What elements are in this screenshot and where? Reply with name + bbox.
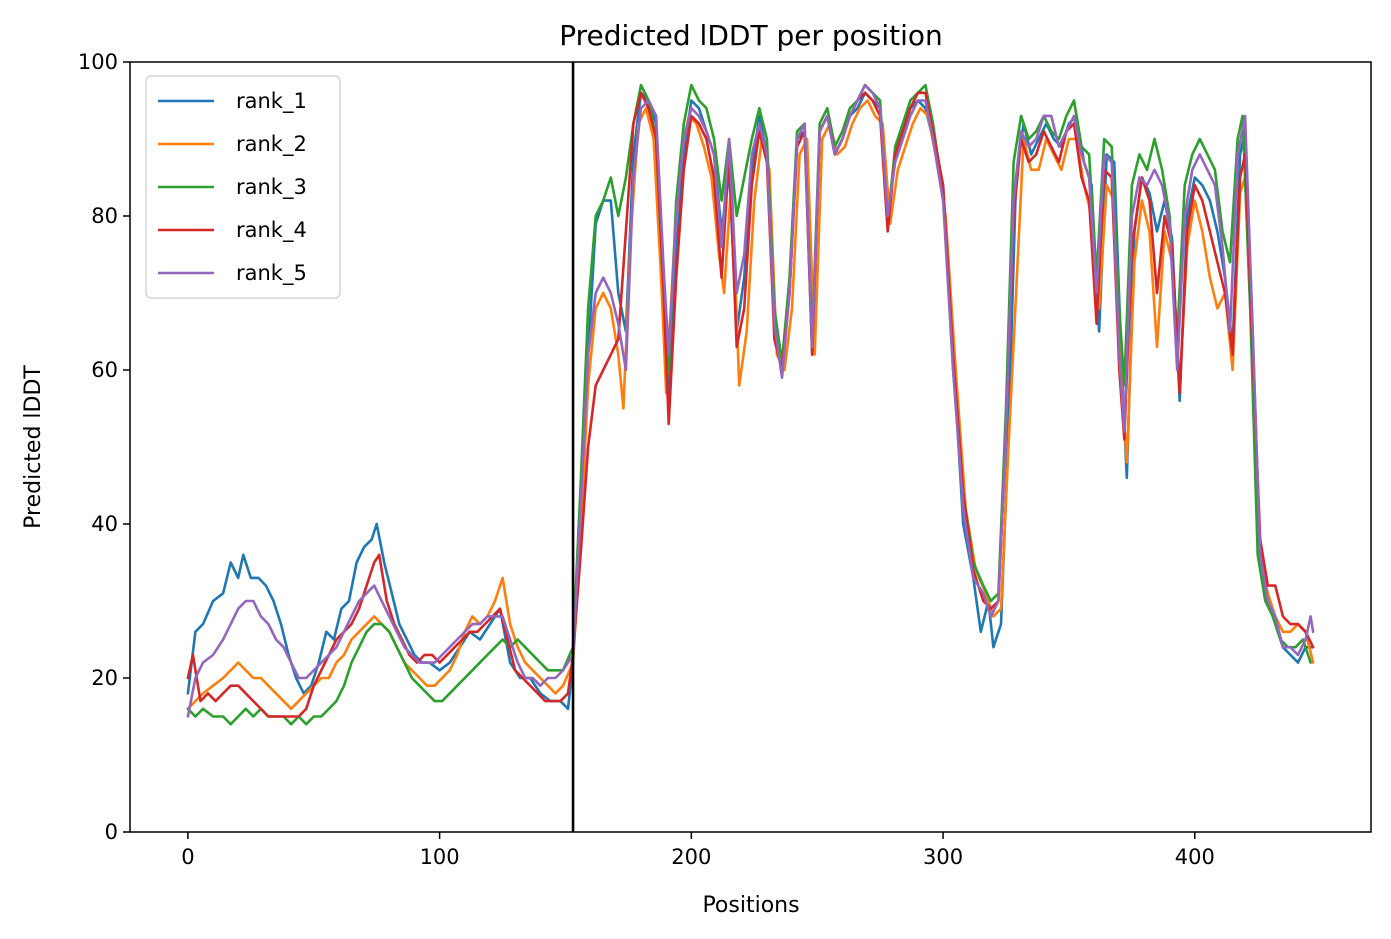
chart-title: Predicted lDDT per position — [559, 19, 943, 52]
x-axis-label: Positions — [702, 893, 799, 918]
x-tick-label: 300 — [923, 845, 963, 869]
x-tick-label: 0 — [181, 845, 194, 869]
legend-box — [145, 75, 341, 299]
legend-label-rank-4: rank_4 — [236, 218, 307, 243]
y-axis-ticks: 0 20 40 60 80 100 — [78, 50, 130, 844]
series-line-rank-3 — [186, 83, 1312, 726]
series-line-rank-2 — [186, 99, 1315, 711]
y-tick-label: 20 — [91, 666, 118, 690]
y-axis-label: Predicted lDDT — [21, 365, 46, 529]
y-tick-label: 80 — [91, 204, 118, 228]
x-axis-ticks: 0 100 200 300 400 — [181, 832, 1215, 869]
y-tick-label: 0 — [105, 820, 118, 844]
legend-label-rank-1: rank_1 — [236, 89, 307, 114]
x-tick-label: 400 — [1175, 845, 1215, 869]
series-line-rank-5 — [186, 83, 1315, 718]
series-layer — [186, 83, 1315, 726]
legend-label-rank-3: rank_3 — [236, 175, 307, 200]
plot-frame — [129, 61, 1372, 833]
x-tick-label: 100 — [420, 845, 460, 869]
legend-label-rank-2: rank_2 — [236, 132, 307, 157]
x-tick-label: 200 — [671, 845, 711, 869]
legend-label-rank-5: rank_5 — [236, 261, 307, 286]
legend: rank_1 rank_2 rank_3 rank_4 rank_5 — [145, 75, 341, 299]
y-tick-label: 100 — [78, 50, 118, 74]
y-tick-label: 60 — [91, 358, 118, 382]
y-tick-label: 40 — [91, 512, 118, 536]
